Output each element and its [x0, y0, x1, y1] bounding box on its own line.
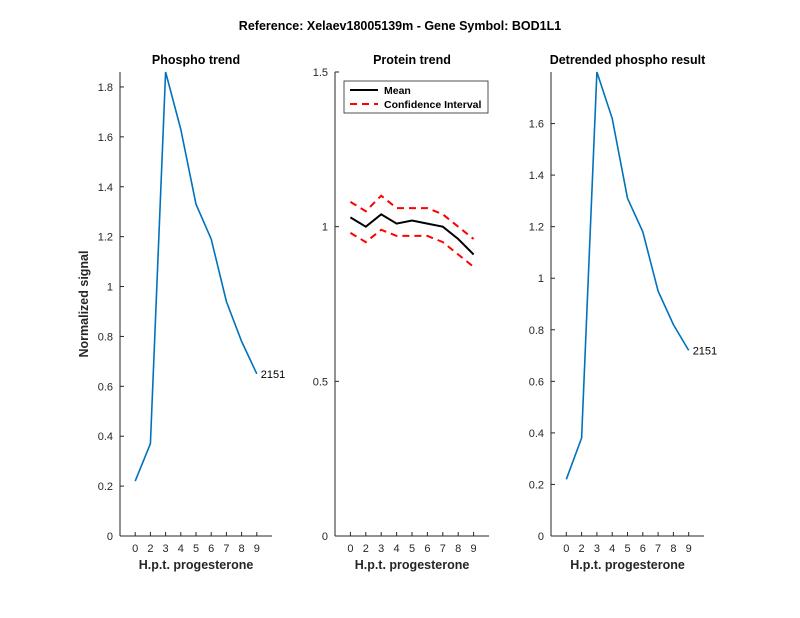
panel-3: 00.20.40.60.811.21.41.60 2 3 4 5 6 7 8 9Detrende… — [529, 53, 717, 572]
y-tick-label: 1.4 — [98, 182, 113, 194]
x-tick-label: 5 — [624, 543, 630, 555]
y-tick-label: 1.4 — [529, 170, 544, 182]
ci-upper-line — [349, 194, 475, 240]
y-tick-label: 1 — [107, 282, 113, 294]
x-tick-label: 9 — [254, 543, 260, 555]
y-tick-label: 1.8 — [98, 82, 113, 94]
panel-1: 00.20.40.60.811.21.41.61.80 2 3 4 5 6 7 8 9Phosp… — [77, 53, 285, 572]
x-axis-label: H.p.t. progesterone — [570, 558, 685, 572]
x-tick-label: 7 — [223, 543, 229, 555]
x-tick-label: 0 — [347, 543, 353, 555]
y-tick-label: 0.6 — [529, 376, 544, 388]
panels: 00.20.40.60.811.21.41.61.80 2 3 4 5 6 7 8 9Phosp… — [77, 53, 717, 572]
y-tick-label: 0.8 — [98, 331, 113, 343]
x-tick-label: 7 — [655, 543, 661, 555]
figure-title: Reference: Xelaev18005139m - Gene Symbol… — [239, 19, 561, 33]
series-end-label: 2151 — [693, 345, 717, 357]
y-tick-label: 1.6 — [529, 119, 544, 131]
x-tick-label: 7 — [440, 543, 446, 555]
y-tick-label: 0 — [538, 531, 544, 543]
x-tick-label: 0 — [563, 543, 569, 555]
y-tick-label: 0.2 — [529, 479, 544, 491]
y-tick-label: 0.5 — [313, 376, 328, 388]
x-tick-label: 9 — [686, 543, 692, 555]
x-tick-label: 2 — [363, 543, 369, 555]
x-tick-label: 5 — [193, 543, 199, 555]
x-axis-label: H.p.t. progesterone — [355, 558, 470, 572]
y-tick-label: 0.6 — [98, 381, 113, 393]
x-tick-label: 8 — [670, 543, 676, 555]
x-tick-label: 6 — [208, 543, 214, 555]
x-tick-label: 8 — [455, 543, 461, 555]
legend-box — [343, 80, 489, 114]
x-tick-label: 3 — [594, 543, 600, 555]
y-tick-label: 1 — [538, 273, 544, 285]
y-tick-label: 1.2 — [98, 232, 113, 244]
x-tick-label: 4 — [178, 543, 184, 555]
x-tick-label: 6 — [640, 543, 646, 555]
series-end-label: 2151 — [261, 369, 285, 381]
legend-ci-label: Confidence Interval — [384, 99, 482, 111]
x-tick-label: 4 — [609, 543, 615, 555]
x-tick-label: 5 — [409, 543, 415, 555]
mean-line — [349, 213, 475, 256]
x-tick-label: 9 — [471, 543, 477, 555]
x-tick-label: 3 — [378, 543, 384, 555]
y-axis-label: Normalized signal — [77, 251, 91, 358]
y-tick-label: 1.6 — [98, 132, 113, 144]
series-line — [565, 71, 690, 480]
panel-title: Phospho trend — [152, 53, 240, 67]
y-tick-label: 0.2 — [98, 481, 113, 493]
y-tick-label: 0.4 — [98, 431, 113, 443]
legend: Mean Confidence Interval — [343, 80, 489, 114]
y-tick-label: 0 — [107, 531, 113, 543]
x-tick-label: 2 — [147, 543, 153, 555]
y-tick-label: 1.5 — [313, 67, 328, 79]
x-tick-label: 0 — [132, 543, 138, 555]
ci-lower-line — [349, 228, 475, 268]
x-tick-label: 4 — [394, 543, 400, 555]
series-line — [134, 71, 258, 482]
x-tick-label: 8 — [239, 543, 245, 555]
y-tick-label: 0 — [322, 531, 328, 543]
x-tick-label: 2 — [579, 543, 585, 555]
y-tick-label: 0.4 — [529, 428, 544, 440]
x-tick-label: 3 — [163, 543, 169, 555]
x-axis-label: H.p.t. progesterone — [139, 558, 254, 572]
panel-title: Detrended phospho result — [550, 53, 706, 67]
legend-mean-label: Mean — [384, 85, 411, 97]
y-tick-label: 1.2 — [529, 222, 544, 234]
y-tick-label: 0.8 — [529, 325, 544, 337]
panel-title: Protein trend — [373, 53, 451, 67]
x-tick-label: 6 — [424, 543, 430, 555]
y-tick-label: 1 — [322, 222, 328, 234]
